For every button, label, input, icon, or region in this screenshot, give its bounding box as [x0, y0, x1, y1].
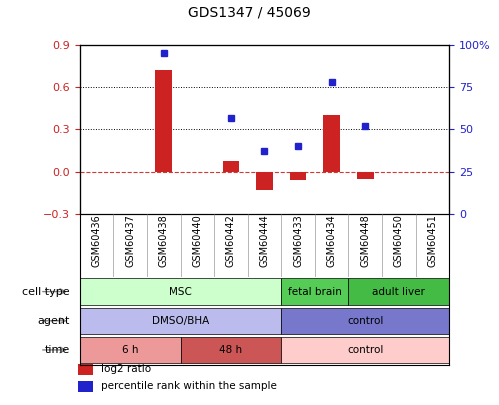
Bar	[181, 337, 281, 363]
Text: 6 h: 6 h	[122, 345, 138, 355]
Text: control: control	[347, 316, 383, 326]
Text: time: time	[44, 345, 70, 355]
Bar	[289, 172, 306, 180]
Text: adult liver: adult liver	[372, 287, 425, 296]
Text: GSM60451: GSM60451	[427, 214, 437, 267]
Bar	[155, 70, 172, 172]
Text: DMSO/BHA: DMSO/BHA	[152, 316, 209, 326]
Bar	[80, 279, 281, 305]
Text: GSM60450: GSM60450	[394, 214, 404, 267]
Text: GSM60438: GSM60438	[159, 214, 169, 267]
Bar	[78, 364, 93, 375]
Text: agent: agent	[37, 316, 70, 326]
Bar	[80, 337, 181, 363]
Bar	[80, 308, 281, 334]
Text: GSM60440: GSM60440	[192, 214, 202, 267]
Text: MSC: MSC	[169, 287, 192, 296]
Text: GDS1347 / 45069: GDS1347 / 45069	[188, 6, 311, 20]
Text: cell type: cell type	[22, 287, 70, 296]
Text: percentile rank within the sample: percentile rank within the sample	[101, 382, 277, 391]
Bar	[348, 279, 449, 305]
Bar	[78, 381, 93, 392]
Text: 48 h: 48 h	[220, 345, 243, 355]
Text: GSM60436: GSM60436	[92, 214, 102, 267]
Text: GSM60442: GSM60442	[226, 214, 236, 267]
Bar	[357, 172, 374, 179]
Text: GSM60444: GSM60444	[259, 214, 269, 267]
Bar	[223, 160, 240, 172]
Text: fetal brain: fetal brain	[288, 287, 342, 296]
Text: GSM60437: GSM60437	[125, 214, 135, 267]
Bar	[256, 172, 273, 190]
Bar	[281, 279, 348, 305]
Text: GSM60434: GSM60434	[327, 214, 337, 267]
Text: control: control	[347, 345, 383, 355]
Bar	[323, 115, 340, 172]
Text: log2 ratio: log2 ratio	[101, 364, 151, 374]
Bar	[281, 337, 449, 363]
Text: GSM60448: GSM60448	[360, 214, 370, 267]
Bar	[281, 308, 449, 334]
Text: GSM60433: GSM60433	[293, 214, 303, 267]
